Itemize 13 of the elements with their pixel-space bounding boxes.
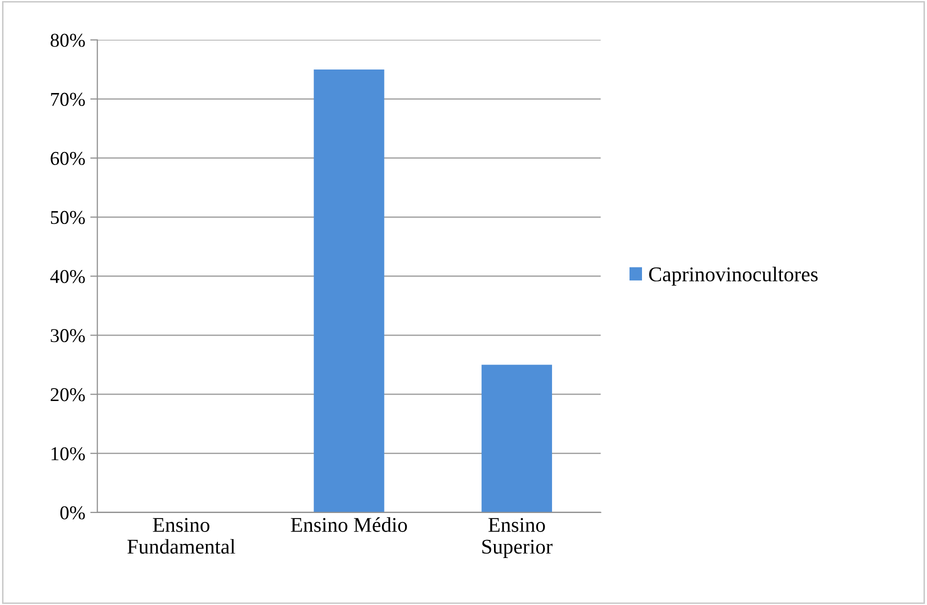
y-tick-label: 20% <box>50 388 85 402</box>
x-tick-label: Ensino Fundamental <box>127 518 236 554</box>
y-tick-label: 80% <box>50 34 85 47</box>
y-tick-label: 70% <box>51 92 85 106</box>
y-tick-label: 0% <box>60 506 85 520</box>
legend-label: Caprinovinocultores <box>649 266 818 286</box>
x-tick-label: Ensino Superior <box>482 518 552 558</box>
y-tick-label: 50% <box>51 210 85 224</box>
x-tick-label: Ensino Médio <box>290 517 407 532</box>
y-tick-label: 60% <box>50 152 85 166</box>
y-tick-label: 10% <box>52 447 85 460</box>
y-tick-label: 40% <box>50 270 85 284</box>
y-tick-label: 30% <box>50 329 85 342</box>
